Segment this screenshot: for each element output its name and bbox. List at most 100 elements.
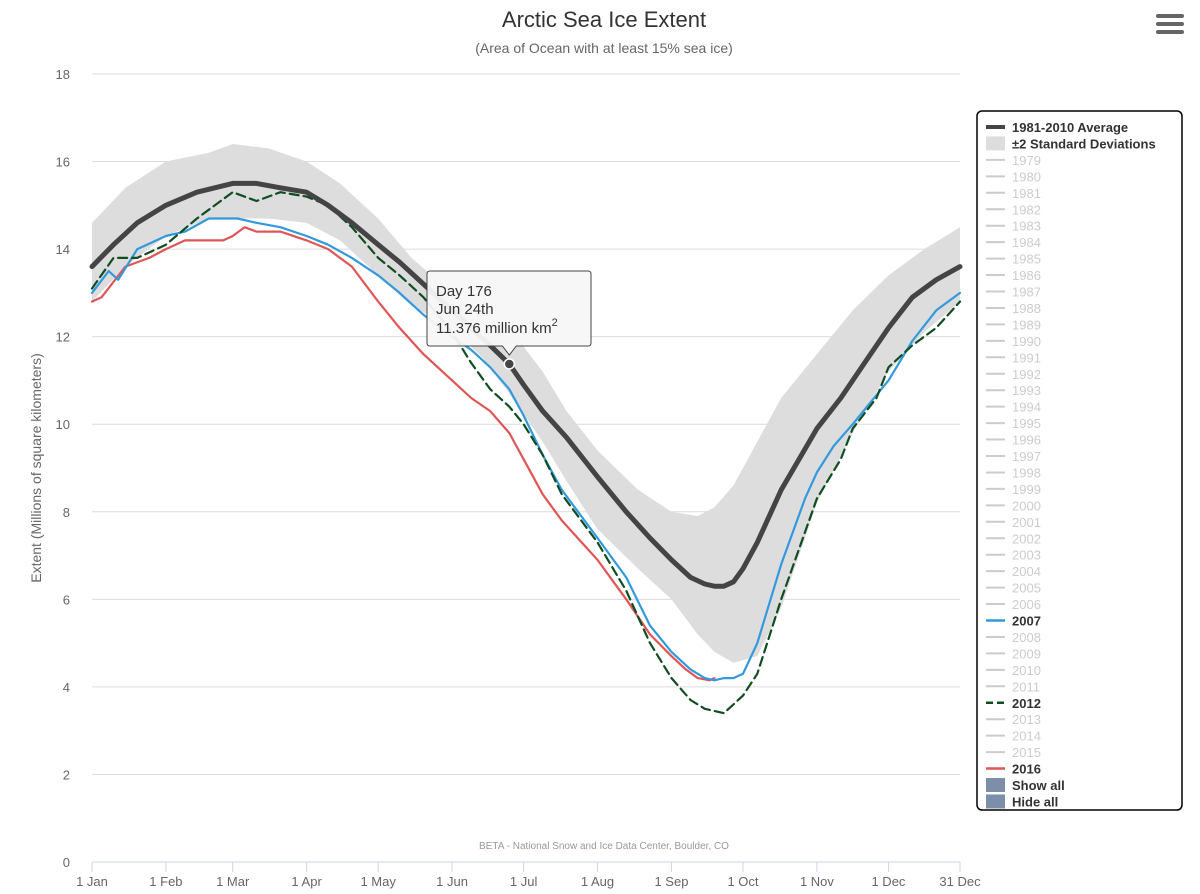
legend-item-1981[interactable]: 1981 [986,186,1041,201]
legend-label: 1993 [1012,383,1041,398]
legend-item-1993[interactable]: 1993 [986,383,1041,398]
legend-label: 1999 [1012,482,1041,497]
legend-item-1985[interactable]: 1985 [986,252,1041,267]
x-tick-label: 1 Nov [800,874,834,889]
legend-item-2-standard-deviations[interactable]: ±2 Standard Deviations [986,136,1156,151]
tooltip-date: Jun 24th [436,301,494,318]
legend-item-2013[interactable]: 2013 [986,712,1041,727]
legend-item-1981-2010-average[interactable]: 1981-2010 Average [986,120,1128,135]
legend-label: 2004 [1012,564,1041,579]
legend-label: 2006 [1012,597,1041,612]
legend-item-2006[interactable]: 2006 [986,597,1041,612]
series-line-2012[interactable] [90,191,962,715]
legend-item-1990[interactable]: 1990 [986,334,1041,349]
legend-item-1984[interactable]: 1984 [986,235,1041,250]
series-lines[interactable] [89,180,963,715]
legend-item-2015[interactable]: 2015 [986,745,1041,760]
legend-item-1983[interactable]: 1983 [986,219,1041,234]
legend-label: 1982 [1012,202,1041,217]
legend-label: 1996 [1012,433,1041,448]
legend: 1981-2010 Average±2 Standard Deviations 1… [976,110,1183,811]
series-line-1981-2010-average[interactable] [89,180,963,589]
legend-item-1999[interactable]: 1999 [986,482,1041,497]
series-line-2016[interactable] [90,226,716,682]
legend-item-1996[interactable]: 1996 [986,433,1041,448]
legend-item-1997[interactable]: 1997 [986,449,1041,464]
legend-label: 2012 [1012,696,1041,711]
legend-item-2010[interactable]: 2010 [986,663,1041,678]
legend-label: 2005 [1012,581,1041,596]
legend-label: 2001 [1012,515,1041,530]
band-swatch [986,136,1005,151]
y-tick-label: 10 [56,417,70,432]
y-tick-label: 6 [63,592,70,607]
legend-label: 1987 [1012,285,1041,300]
tooltip-day: Day 176 [436,283,492,300]
legend-label: 2003 [1012,548,1041,563]
legend-item-2004[interactable]: 2004 [986,564,1041,579]
legend-item-1980[interactable]: 1980 [986,169,1041,184]
legend-label: 1984 [1012,235,1041,250]
legend-box [976,110,1183,811]
legend-item-hide-all[interactable]: Hide all [986,794,1058,809]
button-swatch [986,794,1005,809]
legend-item-1995[interactable]: 1995 [986,416,1041,431]
y-axis: 0 2 4 6 8 10 12 14 16 18 [56,67,70,870]
legend-label: 1986 [1012,268,1041,283]
legend-label: 1981 [1012,186,1041,201]
chart-credit[interactable]: BETA - National Snow and Ice Data Center… [479,841,729,852]
legend-item-1989[interactable]: 1989 [986,317,1041,332]
legend-item-show-all[interactable]: Show all [986,778,1065,793]
legend-item-2000[interactable]: 2000 [986,498,1041,513]
legend-item-1986[interactable]: 1986 [986,268,1041,283]
legend-label: 1991 [1012,350,1041,365]
legend-label: 2008 [1012,630,1041,645]
x-tick-label: 31 Dec [939,874,981,889]
legend-item-2014[interactable]: 2014 [986,729,1041,744]
legend-label: 1983 [1012,219,1041,234]
x-tick-label: 1 Oct [727,874,758,889]
x-tick-label: 1 Feb [149,874,182,889]
legend-label: ±2 Standard Deviations [1012,136,1156,151]
legend-label: 1992 [1012,367,1041,382]
y-tick-label: 12 [56,330,70,345]
legend-label: 1989 [1012,317,1041,332]
legend-label: Hide all [1012,794,1058,809]
legend-item-2007[interactable]: 2007 [986,614,1041,629]
chart-subtitle: (Area of Ocean with at least 15% sea ice… [475,40,733,56]
legend-item-1998[interactable]: 1998 [986,465,1041,480]
legend-item-2016[interactable]: 2016 [986,762,1041,777]
legend-item-1994[interactable]: 1994 [986,400,1041,415]
x-tick-label: 1 Sep [654,874,688,889]
legend-item-1982[interactable]: 1982 [986,202,1041,217]
x-tick-label: 1 Dec [871,874,905,889]
series-line-2007[interactable] [90,217,962,682]
legend-item-2009[interactable]: 2009 [986,646,1041,661]
legend-item-1979[interactable]: 1979 [986,153,1041,168]
tooltip-box [426,270,592,356]
hamburger-menu-icon[interactable] [1156,14,1184,36]
legend-item-2005[interactable]: 2005 [986,581,1041,596]
legend-label: 2009 [1012,646,1041,661]
x-axis: 1 Jan 1 Feb 1 Mar 1 Apr 1 May 1 Jun 1 Jul 1 Aug… [76,861,981,889]
tooltip: Day 176 Jun 24th 11.376 million km2 [426,270,592,370]
button-swatch [986,778,1005,792]
legend-item-2003[interactable]: 2003 [986,548,1041,563]
legend-item-2012[interactable]: 2012 [986,696,1041,711]
y-axis-title: Extent (Millions of square kilometers) [28,353,44,583]
legend-item-2008[interactable]: 2008 [986,630,1041,645]
legend-item-1988[interactable]: 1988 [986,301,1041,316]
legend-item-2002[interactable]: 2002 [986,531,1041,546]
legend-label: 2010 [1012,663,1041,678]
legend-item-1991[interactable]: 1991 [986,350,1041,365]
x-tick-label: 1 Apr [291,874,322,889]
legend-label: 2016 [1012,762,1041,777]
gridlines [92,73,960,863]
legend-item-1992[interactable]: 1992 [986,367,1041,382]
legend-item-1987[interactable]: 1987 [986,285,1041,300]
legend-item-2011[interactable]: 2011 [986,679,1040,694]
legend-label: 2013 [1012,712,1041,727]
legend-label: 2002 [1012,531,1041,546]
legend-item-2001[interactable]: 2001 [986,515,1041,530]
legend-label: 1979 [1012,153,1041,168]
